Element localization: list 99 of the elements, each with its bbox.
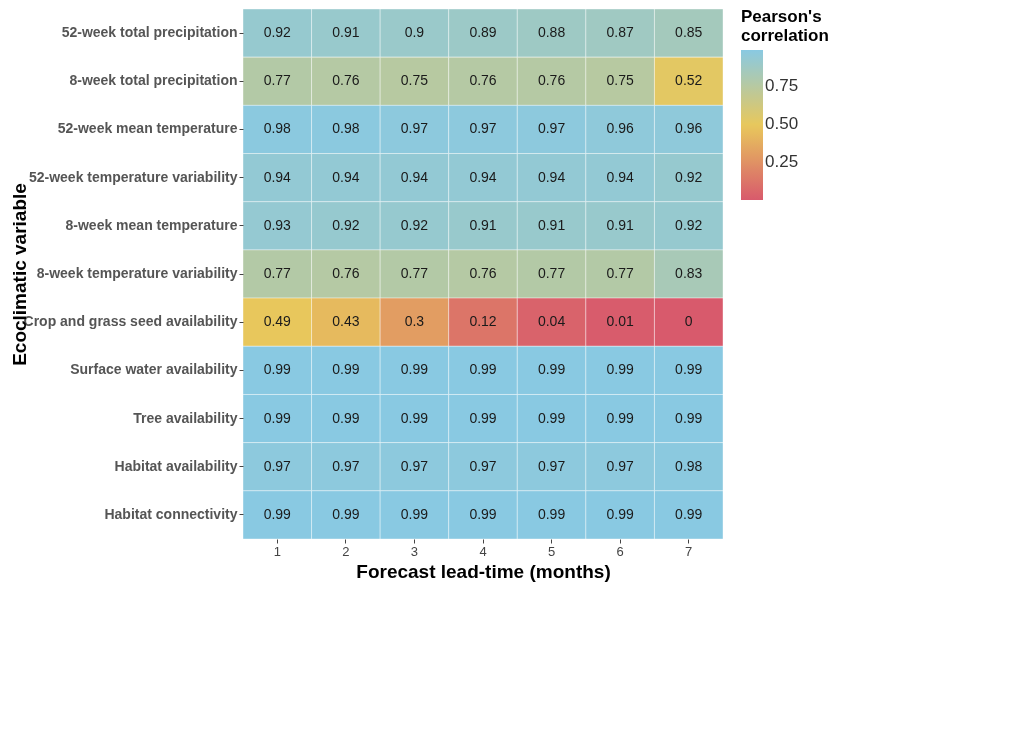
data-label: 0.52 [675, 72, 703, 89]
y-tick-label: Habitat connectivity [104, 505, 238, 522]
data-label: 0.85 [675, 24, 703, 41]
data-label: 0.97 [400, 120, 429, 137]
data-label: 0.99 [469, 505, 497, 522]
data-label: 0.83 [675, 265, 703, 281]
data-label: 0.9 [404, 24, 425, 41]
data-label: 0.99 [332, 361, 360, 378]
data-label: 0.91 [469, 216, 497, 233]
data-label: 0.97 [263, 457, 292, 474]
data-label: 0.77 [263, 265, 292, 281]
data-label: 0.76 [537, 72, 566, 89]
data-label: 0.92 [400, 216, 429, 233]
data-label: 0.97 [400, 457, 429, 474]
data-label: 0.94 [400, 168, 429, 185]
data-label: 0.97 [469, 120, 497, 137]
data-label: 0.97 [537, 457, 566, 474]
data-label: 0.92 [675, 168, 703, 185]
data-label: 0.99 [263, 409, 292, 426]
y-tick-label: 8-week total precipitation [69, 72, 238, 89]
data-label: 0.91 [606, 216, 634, 233]
x-tick-label: 5 [547, 543, 556, 559]
data-label: 0.77 [606, 265, 634, 281]
x-tick-label: 6 [616, 543, 624, 559]
x-tick-label: 1 [273, 543, 281, 559]
data-label: 0.92 [332, 216, 360, 233]
data-label: 0.88 [537, 24, 566, 41]
color-bar-label: 0.50 [765, 114, 799, 134]
data-label: 0.96 [606, 120, 634, 137]
data-label: 0.75 [606, 72, 634, 89]
x-axis-title: Forecast lead-time (months) [356, 560, 611, 582]
data-label: 0.91 [332, 24, 360, 41]
x-tick-label: 4 [479, 543, 487, 559]
data-label: 0 [684, 313, 693, 330]
data-label: 0.99 [537, 409, 566, 426]
data-label: 0.98 [263, 120, 292, 137]
y-tick-label: 8-week mean temperature [65, 216, 238, 233]
data-label: 0.99 [675, 505, 703, 522]
y-tick-label: 8-week temperature variability [36, 265, 238, 281]
data-label: 0.99 [400, 409, 429, 426]
data-label: 0.97 [537, 120, 566, 137]
x-tick-label: 2 [342, 543, 350, 559]
data-label: 0.96 [675, 120, 703, 137]
data-label: 0.04 [537, 313, 566, 330]
data-label: 0.99 [606, 361, 634, 378]
data-label: 0.12 [469, 313, 497, 330]
data-label: 0.99 [469, 409, 497, 426]
data-label: 0.99 [263, 361, 292, 378]
data-label: 0.49 [263, 313, 292, 330]
data-label: 0.94 [332, 168, 360, 185]
data-label: 0.94 [469, 168, 497, 185]
data-label: 0.92 [263, 24, 292, 41]
data-label: 0.99 [332, 505, 360, 522]
data-label: 0.98 [332, 120, 360, 137]
data-label: 0.99 [537, 505, 566, 522]
data-label: 0.76 [332, 72, 360, 89]
data-label: 0.87 [606, 24, 634, 41]
data-label: 0.3 [404, 313, 425, 330]
data-label: 0.89 [469, 24, 497, 41]
y-tick-label: 52-week mean temperature [57, 120, 238, 137]
data-label: 0.76 [469, 265, 497, 281]
data-label: 0.97 [469, 457, 497, 474]
data-label: 0.99 [675, 409, 703, 426]
data-label: 0.97 [332, 457, 360, 474]
data-label: 0.43 [332, 313, 360, 330]
color-bar-label: 0.25 [765, 152, 799, 172]
data-label: 0.97 [606, 457, 634, 474]
data-label: 0.92 [675, 216, 703, 233]
data-label: 0.01 [606, 313, 634, 330]
data-label: 0.77 [263, 72, 292, 89]
data-label: 0.99 [400, 505, 429, 522]
color-bar-label: 0.75 [765, 76, 799, 96]
data-label: 0.75 [400, 72, 429, 89]
y-tick-label: Surface water availability [70, 361, 238, 378]
y-tick-label: Tree availability [133, 409, 238, 426]
data-label: 0.99 [606, 505, 634, 522]
x-tick-label: 3 [410, 543, 419, 559]
data-label: 0.98 [675, 457, 703, 474]
y-tick-label: 52-week temperature variability [28, 168, 238, 185]
legend-title: Pearson's correlation [741, 7, 829, 45]
data-label: 0.76 [469, 72, 497, 89]
data-label: 0.94 [606, 168, 634, 185]
data-label: 0.99 [469, 361, 497, 378]
data-label: 0.99 [675, 361, 703, 378]
data-label: 0.93 [263, 216, 292, 233]
data-label: 0.94 [263, 168, 292, 185]
data-label: 0.99 [400, 361, 429, 378]
y-tick-label: Habitat availability [114, 457, 238, 474]
data-label: 0.99 [537, 361, 566, 378]
data-label: 0.99 [263, 505, 292, 522]
data-label: 0.99 [606, 409, 634, 426]
data-label: 0.91 [537, 216, 566, 233]
data-label: 0.77 [537, 265, 566, 281]
data-label: 0.76 [332, 265, 360, 281]
x-tick-label: 7 [685, 543, 693, 559]
data-label: 0.99 [332, 409, 360, 426]
y-tick-label: 52-week total precipitation [61, 24, 238, 41]
data-label: 0.94 [537, 168, 566, 185]
data-label: 0.77 [400, 265, 429, 281]
